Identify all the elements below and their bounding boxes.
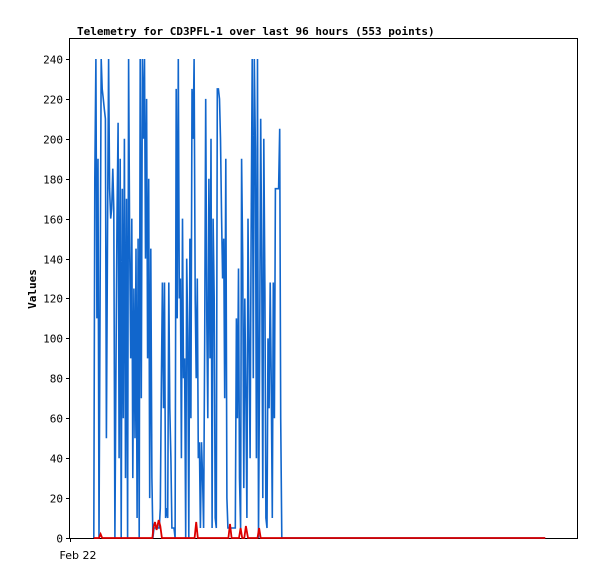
y-tick-label-180: 180 <box>43 174 63 187</box>
series-layer <box>93 58 546 539</box>
y-tick-label-20: 20 <box>50 493 63 506</box>
y-tick-label-140: 140 <box>43 254 63 267</box>
y-axis: 0 20 40 60 80 100 120 140 160 180 200 220 240 <box>43 54 70 546</box>
y-tick-label-60: 60 <box>50 413 63 426</box>
y-tick-label-220: 220 <box>43 94 63 107</box>
y-axis-label: Values <box>26 269 39 309</box>
y-tick-label-240: 240 <box>43 54 63 67</box>
x-tick-label-0: Feb 22 <box>60 549 97 562</box>
y-tick-label-80: 80 <box>50 373 63 386</box>
series-line-1 <box>93 519 546 539</box>
y-tick-label-40: 40 <box>50 453 63 466</box>
y-tick-label-100: 100 <box>43 333 63 346</box>
y-tick-label-200: 200 <box>43 134 63 147</box>
x-axis: Feb 22 <box>60 538 97 562</box>
y-tick-label-120: 120 <box>43 293 63 306</box>
plot-area-frame <box>69 38 578 539</box>
chart-title: Telemetry for CD3PFL-1 over last 96 hour… <box>77 25 435 38</box>
y-tick-label-160: 160 <box>43 214 63 227</box>
y-tick-label-0: 0 <box>56 533 63 546</box>
